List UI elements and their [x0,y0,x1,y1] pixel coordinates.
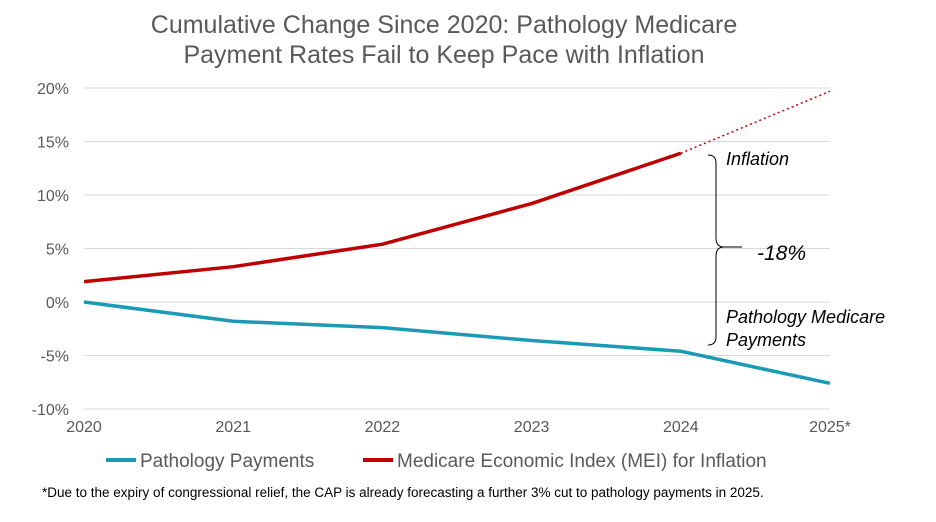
x-tick-label: 2023 [514,419,550,436]
series-lines [83,90,831,386]
x-tick-label: 2020 [66,419,102,436]
series-line-0 [83,300,831,386]
legend: Pathology Payments Medicare Economic Ind… [106,451,767,472]
brace-upper [707,154,742,248]
brace-lower [707,246,725,346]
pathology-annotation-line-2: Payments [726,330,806,350]
footnote: *Due to the expiry of congressional reli… [42,485,764,500]
y-tick-label: 10% [37,188,69,205]
x-tick-label: 2021 [215,419,251,436]
series-line-1 [83,151,682,284]
legend-label-mei: Medicare Economic Index (MEI) for Inflat… [397,451,767,472]
gap-brace [707,154,742,346]
x-axis-ticks: 2020 2021 2022 2023 2024 2025* [66,419,851,436]
x-tick-label: 2024 [663,419,699,436]
y-tick-label: -10% [32,402,69,419]
y-tick-label: 15% [37,135,69,152]
chart-title-line-1: Cumulative Change Since 2020: Pathology … [151,11,737,39]
x-tick-label: 2025* [809,419,851,436]
pathology-annotation-line-1: Pathology Medicare [726,307,885,327]
gridlines [84,87,830,410]
y-tick-label: 20% [37,81,69,98]
series-projection-1 [680,90,831,154]
y-axis-ticks: -10% -5% 0% 5% 10% 15% 20% [32,81,69,419]
y-tick-label: -5% [41,349,69,366]
gap-annotation: -18% [757,242,806,265]
legend-label-pathology: Pathology Payments [140,451,314,472]
y-tick-label: 5% [46,242,69,259]
x-tick-label: 2022 [365,419,401,436]
inflation-annotation: Inflation [726,149,789,169]
y-tick-label: 0% [46,295,69,312]
chart-title-line-2: Payment Rates Fail to Keep Pace with Inf… [183,41,704,69]
